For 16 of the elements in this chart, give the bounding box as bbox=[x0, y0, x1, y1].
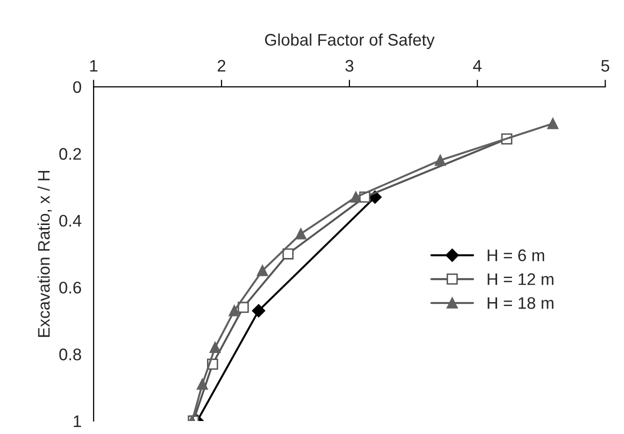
legend-label: H = 6 m bbox=[488, 249, 544, 262]
x-axis-title: Global Factor of Safety bbox=[265, 33, 435, 50]
y-axis-title: Excavation Ratio, x / H bbox=[38, 170, 52, 337]
legend-label: H = 12 m bbox=[488, 273, 554, 285]
y-tick-label: 0.8 bbox=[59, 348, 82, 360]
x-tick-label: 2 bbox=[218, 60, 226, 72]
y-tick-label: 0.2 bbox=[59, 148, 81, 160]
x-tick-label: 1 bbox=[90, 60, 98, 72]
y-tick-label: 0 bbox=[73, 81, 82, 94]
y-tick-label: 1 bbox=[74, 416, 81, 428]
y-tick-label: 0.6 bbox=[59, 282, 82, 294]
y-tick-label: 0.4 bbox=[59, 214, 82, 227]
legend-label: H = 18 m bbox=[488, 297, 554, 309]
x-tick-label: 3 bbox=[345, 60, 354, 72]
x-tick-label: 5 bbox=[601, 60, 610, 72]
x-tick-label: 4 bbox=[473, 60, 482, 72]
